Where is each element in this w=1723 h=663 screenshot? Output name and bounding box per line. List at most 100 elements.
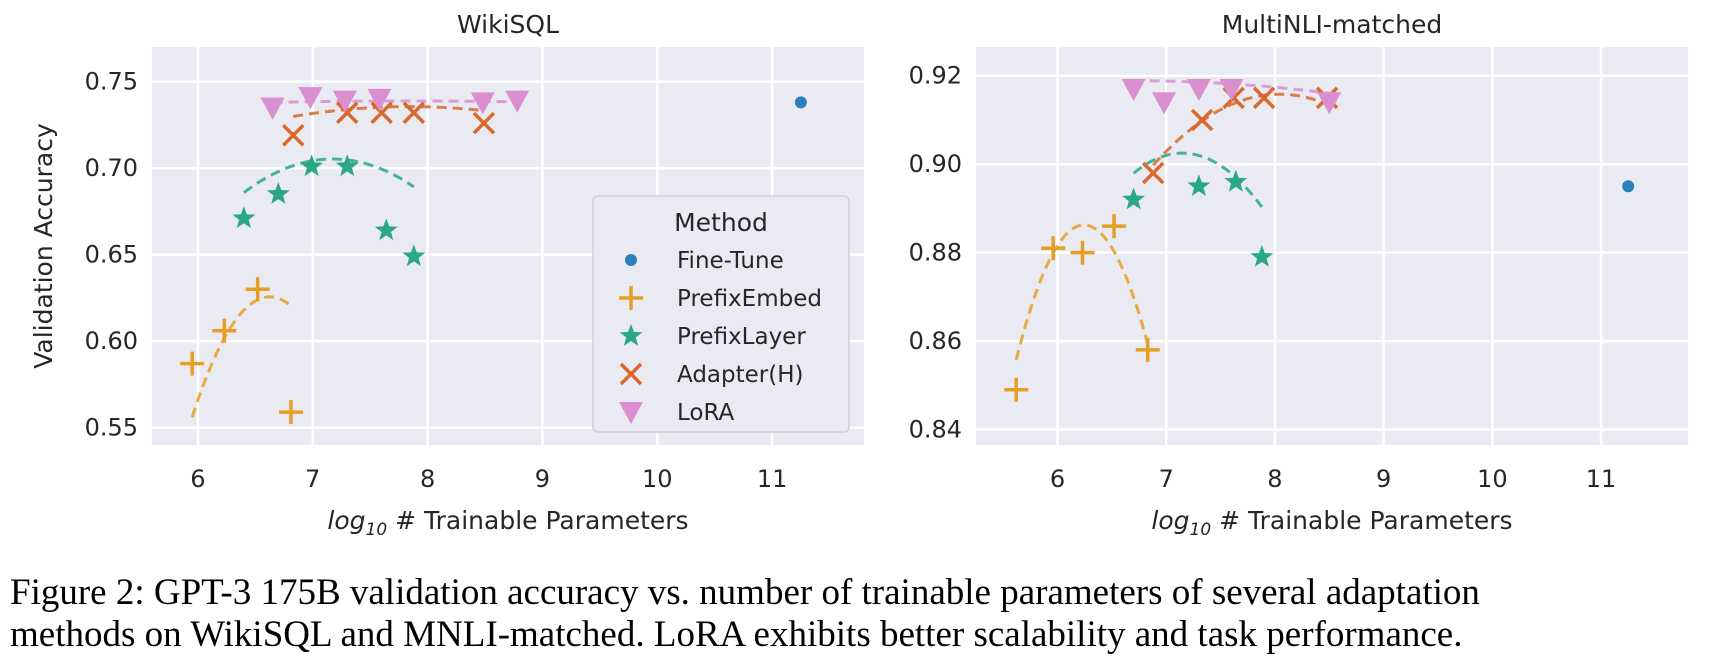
x-tick-label: 9 <box>1376 465 1391 493</box>
data-point <box>212 318 237 343</box>
data-point <box>332 90 357 113</box>
y-tick-label: 0.70 <box>85 154 138 182</box>
data-point <box>1070 240 1095 265</box>
chart-title: MultiNLI-matched <box>1222 10 1442 39</box>
legend-label: PrefixEmbed <box>677 286 822 312</box>
data-point <box>367 88 392 111</box>
data-point <box>1004 377 1029 402</box>
data-point <box>402 101 426 124</box>
figure-caption: Figure 2: GPT-3 175B validation accuracy… <box>10 572 1715 656</box>
data-point <box>266 182 290 204</box>
data-point <box>1102 214 1127 239</box>
data-point <box>470 92 495 115</box>
series-fine-tune <box>1622 180 1635 193</box>
x-tick-label: 7 <box>305 465 320 493</box>
data-point <box>1224 169 1248 192</box>
subplot-2: 6 7 8 9 10 11 0.84 0.86 0.88 0.90 0.92 MultiNLI-mat… <box>909 10 1688 540</box>
legend-marker <box>619 286 643 310</box>
legend: Method Fine-Tune PrefixEmbed PrefixLayer Ada… <box>592 195 850 433</box>
x-tick-label: 6 <box>1050 465 1065 493</box>
data-point <box>282 124 305 147</box>
series-prefixembed <box>1004 214 1160 402</box>
data-point <box>505 90 530 113</box>
data-point <box>1141 161 1165 185</box>
legend-marker <box>619 362 643 386</box>
data-point <box>260 97 285 120</box>
series-prefixlayer <box>1122 169 1274 267</box>
data-point <box>1252 86 1276 110</box>
data-point <box>1622 180 1635 193</box>
fit-curve-prefixembed <box>190 295 292 418</box>
data-point <box>1219 79 1244 102</box>
plot-area <box>976 47 1688 445</box>
data-point <box>245 277 270 302</box>
data-point <box>1186 79 1211 102</box>
legend-marker <box>619 324 643 346</box>
data-point <box>335 154 359 177</box>
x-tick-label: 8 <box>1267 465 1282 493</box>
y-tick-label: 0.86 <box>909 327 962 355</box>
data-point <box>1152 92 1177 115</box>
data-point <box>472 111 496 135</box>
data-point <box>370 101 393 124</box>
legend-box <box>592 195 850 433</box>
y-tick-label: 0.88 <box>909 239 962 267</box>
x-tick-label: 10 <box>642 465 673 493</box>
data-point <box>1190 108 1214 132</box>
data-point <box>1041 236 1066 261</box>
data-point <box>1317 92 1342 115</box>
series-lora <box>260 87 530 120</box>
data-point <box>300 154 324 177</box>
y-axis-label: Validation Accuracy <box>29 123 58 369</box>
caption-line-2: methods on WikiSQL and MNLI-matched. LoR… <box>10 614 1463 655</box>
fit-curve-prefixlayer <box>242 157 415 194</box>
data-point <box>1187 174 1211 197</box>
data-point <box>402 244 426 267</box>
data-point <box>335 101 359 124</box>
fit-curve-prefixembed <box>1014 223 1150 361</box>
y-tick-label: 0.60 <box>85 327 138 355</box>
fit-curve-adapter-h- <box>293 105 485 118</box>
legend-label: PrefixLayer <box>677 324 806 350</box>
y-tick-label: 0.55 <box>85 414 138 442</box>
legend-marker <box>625 254 637 266</box>
legend-label: Fine-Tune <box>677 248 784 274</box>
x-tick-label: 10 <box>1477 465 1508 493</box>
legend-label: Adapter(H) <box>677 362 804 388</box>
series-prefixembed <box>180 277 303 425</box>
x-tick-label: 11 <box>757 465 788 493</box>
y-tick-label: 0.84 <box>909 416 962 444</box>
data-point <box>794 96 807 109</box>
data-point <box>1121 79 1146 102</box>
data-point <box>278 400 303 425</box>
series-adapter-h- <box>1141 86 1339 185</box>
x-tick-label: 9 <box>535 465 550 493</box>
y-tick-label: 0.65 <box>85 241 138 269</box>
series-lora <box>1121 79 1342 115</box>
chart-title: WikiSQL <box>457 10 559 39</box>
x-axis-label: log10 # Trainable Parameters <box>327 506 688 540</box>
data-point <box>232 206 256 229</box>
x-tick-label: 8 <box>420 465 435 493</box>
legend-title: Method <box>674 208 768 237</box>
legend-marker <box>619 402 643 424</box>
data-point <box>180 351 205 376</box>
caption-line-1: Figure 2: GPT-3 175B validation accuracy… <box>10 572 1480 613</box>
x-tick-label: 6 <box>190 465 205 493</box>
series-prefixlayer <box>232 154 426 267</box>
series-fine-tune <box>794 96 807 109</box>
data-point <box>298 87 323 110</box>
data-point <box>374 218 398 241</box>
legend-label: LoRA <box>677 400 735 426</box>
x-axis-label: log10 # Trainable Parameters <box>1151 506 1512 540</box>
x-tick-label: 11 <box>1586 465 1617 493</box>
data-point <box>1250 245 1274 267</box>
fit-curve-adapter-h- <box>1152 92 1328 167</box>
series-adapter-h- <box>282 101 496 147</box>
x-tick-label: 7 <box>1159 465 1174 493</box>
data-point <box>1135 337 1160 362</box>
data-point <box>1122 187 1146 210</box>
y-tick-label: 0.90 <box>909 150 962 178</box>
y-tick-label: 0.75 <box>85 68 138 96</box>
